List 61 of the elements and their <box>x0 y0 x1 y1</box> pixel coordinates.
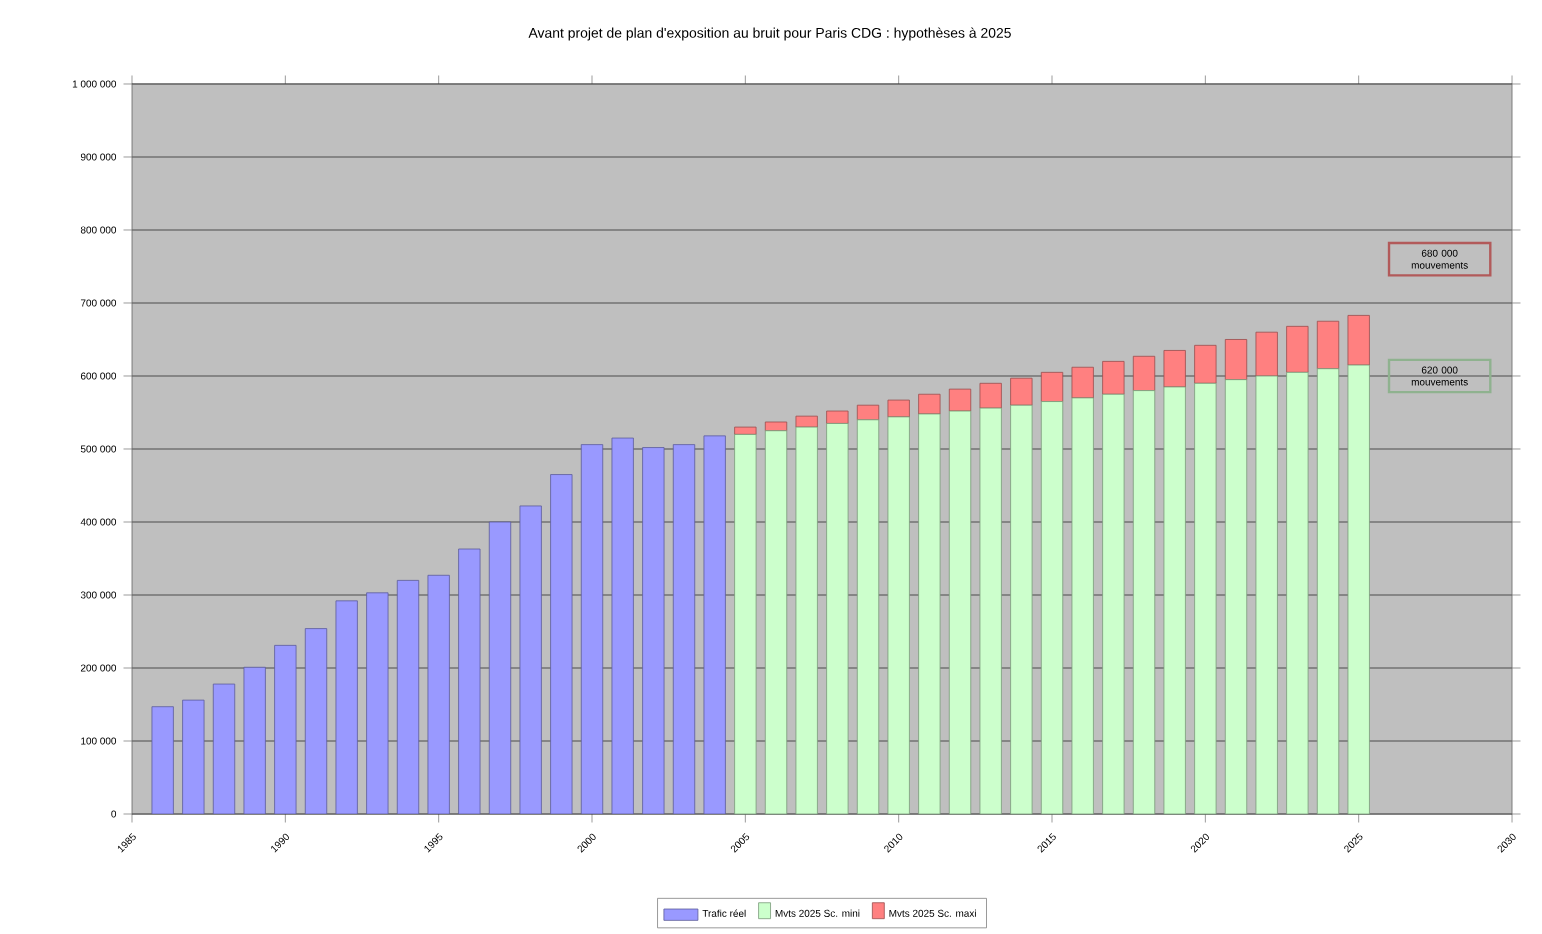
bar <box>672 444 696 814</box>
bar <box>182 699 205 814</box>
bar <box>918 413 941 815</box>
bar <box>1040 401 1064 815</box>
bar <box>212 683 236 814</box>
bar <box>580 444 604 814</box>
bar <box>1010 377 1033 406</box>
bar <box>611 437 634 814</box>
bar <box>642 447 665 814</box>
bar <box>458 548 481 814</box>
bar <box>1224 379 1248 815</box>
bar <box>1194 344 1217 384</box>
bar <box>826 423 849 815</box>
bar <box>1255 375 1278 815</box>
bar <box>734 426 757 435</box>
bar <box>887 416 910 815</box>
bar <box>1163 350 1186 388</box>
bar <box>1071 397 1094 815</box>
bar <box>826 410 849 424</box>
bar <box>856 404 880 421</box>
bar <box>274 644 297 814</box>
bar <box>887 399 910 418</box>
bar <box>979 382 1002 409</box>
bar <box>243 666 266 814</box>
bar <box>795 426 818 815</box>
bar <box>703 435 726 814</box>
bar <box>1347 364 1370 815</box>
bar <box>795 415 818 428</box>
bar <box>1132 390 1156 815</box>
bar <box>948 410 972 815</box>
bar <box>1040 371 1064 402</box>
bar <box>335 600 358 814</box>
bar <box>1286 371 1309 815</box>
bar <box>488 521 512 814</box>
bar <box>1347 315 1370 366</box>
bar <box>304 628 328 814</box>
bar <box>1194 382 1217 815</box>
bar <box>734 434 757 815</box>
bar <box>550 474 573 814</box>
bar <box>1224 339 1248 381</box>
bar <box>366 592 389 814</box>
bar <box>1286 325 1309 373</box>
bar <box>1102 361 1125 395</box>
bar <box>764 421 788 432</box>
bar <box>948 388 972 412</box>
bar <box>979 407 1002 815</box>
bar <box>427 574 450 814</box>
bar <box>1255 331 1278 377</box>
bar <box>1316 368 1340 815</box>
bar <box>1010 404 1033 815</box>
bar <box>918 393 941 415</box>
bar <box>1316 320 1340 370</box>
bar <box>151 706 174 814</box>
bar <box>1102 393 1125 815</box>
bar <box>1163 386 1186 815</box>
bar <box>764 430 788 815</box>
bar <box>1132 355 1156 391</box>
bar <box>856 419 880 815</box>
bar <box>519 505 542 814</box>
bar <box>396 580 420 814</box>
bar <box>1071 366 1094 399</box>
